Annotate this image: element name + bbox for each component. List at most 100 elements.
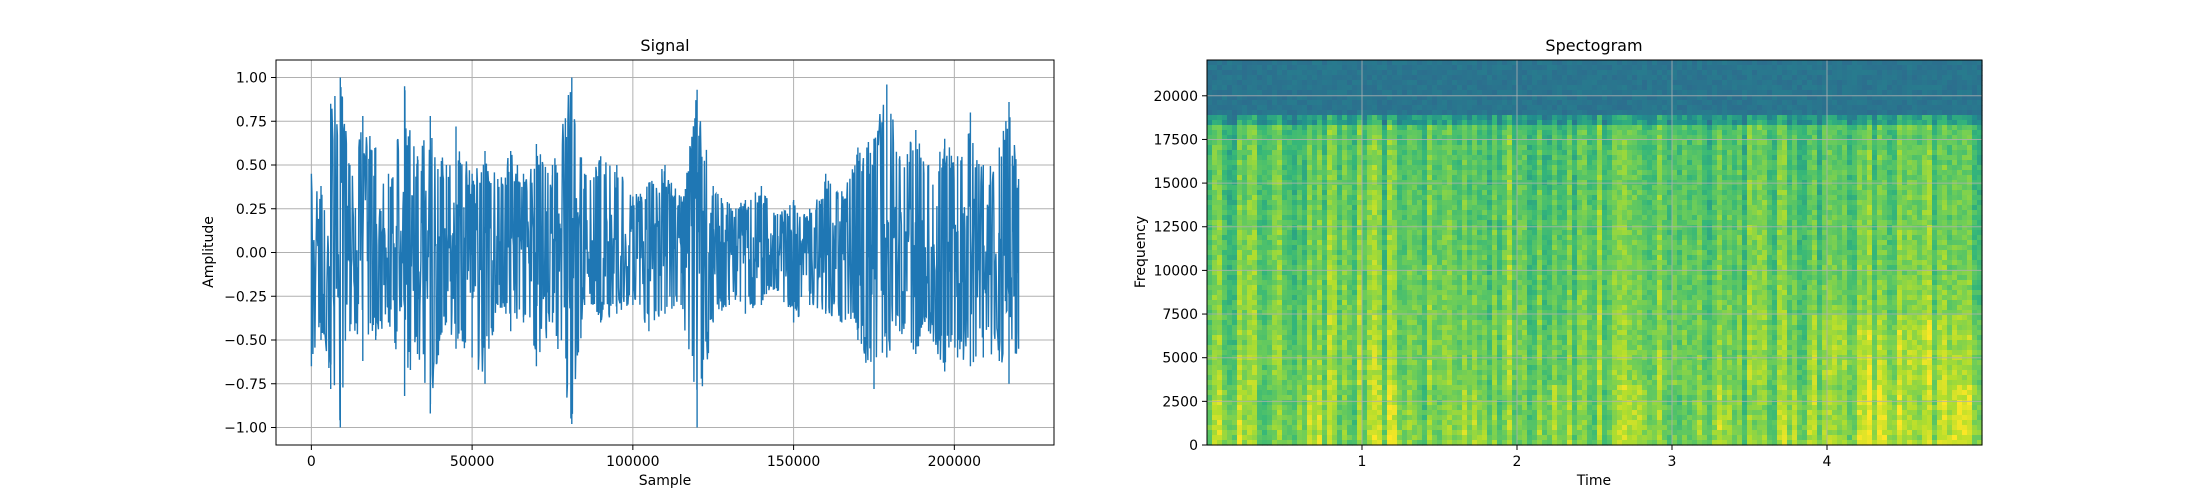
spectrogram-cell bbox=[1222, 205, 1228, 211]
spectrogram-cell bbox=[1322, 200, 1328, 206]
spectrogram-cell bbox=[1462, 145, 1468, 151]
spectrogram-cell bbox=[1527, 105, 1533, 111]
spectrogram-cell bbox=[1367, 145, 1373, 151]
spectrogram-cell bbox=[1732, 130, 1738, 136]
spectrogram-cell bbox=[1647, 200, 1653, 206]
spectrogram-cell bbox=[1407, 80, 1413, 86]
spectrogram-cell bbox=[1892, 70, 1898, 76]
spectrogram-cell bbox=[1397, 80, 1403, 86]
spectrogram-cell bbox=[1837, 125, 1843, 131]
spectrogram-cell bbox=[1387, 160, 1393, 166]
spectrogram-cell bbox=[1502, 105, 1508, 111]
spectrogram-cell bbox=[1617, 150, 1623, 156]
spectrogram-cell bbox=[1242, 105, 1248, 111]
spectrogram-cell bbox=[1767, 210, 1773, 216]
spectrogram-cell bbox=[1922, 120, 1928, 126]
spectrogram-cell bbox=[1632, 190, 1638, 196]
spectrogram-cell bbox=[1617, 205, 1623, 211]
spectrogram-cell bbox=[1892, 110, 1898, 116]
spectrogram-cell bbox=[1567, 130, 1573, 136]
spectrogram-cell bbox=[1892, 195, 1898, 201]
spectrogram-cell bbox=[1642, 105, 1648, 111]
spectrogram-cell bbox=[1772, 135, 1778, 141]
spectrogram-cell bbox=[1977, 60, 1983, 66]
spectrogram-cell bbox=[1657, 215, 1663, 221]
spectrogram-cell bbox=[1227, 90, 1233, 96]
spectrogram-cell bbox=[1747, 120, 1753, 126]
spectrogram-cell bbox=[1437, 145, 1443, 151]
spectrogram-cell bbox=[1622, 65, 1628, 71]
spectrogram-cell bbox=[1492, 185, 1498, 191]
spectrogram-cell bbox=[1497, 215, 1503, 221]
spectrogram-cell bbox=[1937, 165, 1943, 171]
spectrogram-cell bbox=[1532, 95, 1538, 101]
spectrogram-cell bbox=[1957, 100, 1963, 106]
spectrogram-cell bbox=[1457, 145, 1463, 151]
spectrogram-cell bbox=[1222, 60, 1228, 66]
spectrogram-cell bbox=[1967, 170, 1973, 176]
spectrogram-cell bbox=[1587, 100, 1593, 106]
spectrogram-cell bbox=[1402, 190, 1408, 196]
spectrogram-cell bbox=[1787, 80, 1793, 86]
spectrogram-cell bbox=[1627, 60, 1633, 66]
spectrogram-cell bbox=[1207, 105, 1213, 111]
spectrogram-cell bbox=[1527, 100, 1533, 106]
spectrogram-cell bbox=[1537, 80, 1543, 86]
spectrogram-cell bbox=[1942, 205, 1948, 211]
spectrogram-cell bbox=[1507, 135, 1513, 141]
spectrogram-cell bbox=[1517, 150, 1523, 156]
spectrogram-cell bbox=[1967, 195, 1973, 201]
spectrogram-cell bbox=[1507, 85, 1513, 91]
spectrogram-cell bbox=[1892, 190, 1898, 196]
spectrogram-cell bbox=[1452, 100, 1458, 106]
spectrogram-cell bbox=[1557, 165, 1563, 171]
spectrogram-cell bbox=[1952, 135, 1958, 141]
spectrogram-cell bbox=[1302, 90, 1308, 96]
spectrogram-cell bbox=[1327, 120, 1333, 126]
spectrogram-cell bbox=[1942, 65, 1948, 71]
spectrogram-cell bbox=[1252, 210, 1258, 216]
spectrogram-cell bbox=[1837, 140, 1843, 146]
spectrogram-cell bbox=[1932, 135, 1938, 141]
spectrogram-cell bbox=[1932, 170, 1938, 176]
spectrogram-cell bbox=[1907, 150, 1913, 156]
spectrogram-cell bbox=[1432, 110, 1438, 116]
spectrogram-cell bbox=[1512, 200, 1518, 206]
spectrogram-cell bbox=[1832, 205, 1838, 211]
spectrogram-cell bbox=[1907, 160, 1913, 166]
spectrogram-cell bbox=[1347, 60, 1353, 66]
spectrogram-cell bbox=[1702, 200, 1708, 206]
spectrogram-cell bbox=[1962, 60, 1968, 66]
spectrogram-cell bbox=[1227, 135, 1233, 141]
spectrogram-cell bbox=[1662, 155, 1668, 161]
spectrogram-cell bbox=[1237, 115, 1243, 121]
spectrogram-cell bbox=[1672, 210, 1678, 216]
spectrogram-cell bbox=[1952, 130, 1958, 136]
spectrogram-cell bbox=[1637, 115, 1643, 121]
spectrogram-cell bbox=[1767, 175, 1773, 181]
spectrogram-cell bbox=[1337, 205, 1343, 211]
spectrogram-cell bbox=[1567, 95, 1573, 101]
spectrogram-cell bbox=[1522, 140, 1528, 146]
spectrogram-cell bbox=[1437, 60, 1443, 66]
spectrogram-cell bbox=[1857, 110, 1863, 116]
spectrogram-cell bbox=[1352, 105, 1358, 111]
spectrogram-cell bbox=[1672, 65, 1678, 71]
spectrogram-cell bbox=[1317, 60, 1323, 66]
spectrogram-cell bbox=[1337, 170, 1343, 176]
spectrogram-cell bbox=[1577, 90, 1583, 96]
spectrogram-cell bbox=[1717, 200, 1723, 206]
spectrogram-cell bbox=[1347, 200, 1353, 206]
spectrogram-cell bbox=[1772, 65, 1778, 71]
spectrogram-cell bbox=[1337, 80, 1343, 86]
spectrogram-cell bbox=[1357, 140, 1363, 146]
spectrogram-cell bbox=[1742, 170, 1748, 176]
spectrogram-cell bbox=[1917, 185, 1923, 191]
spectrogram-cell bbox=[1747, 60, 1753, 66]
spectrogram-cell bbox=[1502, 200, 1508, 206]
spectrogram-cell bbox=[1357, 145, 1363, 151]
spectrogram-cell bbox=[1487, 215, 1493, 221]
spectrogram-cell bbox=[1542, 125, 1548, 131]
spectrogram-cell bbox=[1477, 60, 1483, 66]
spectrogram-cell bbox=[1327, 165, 1333, 171]
